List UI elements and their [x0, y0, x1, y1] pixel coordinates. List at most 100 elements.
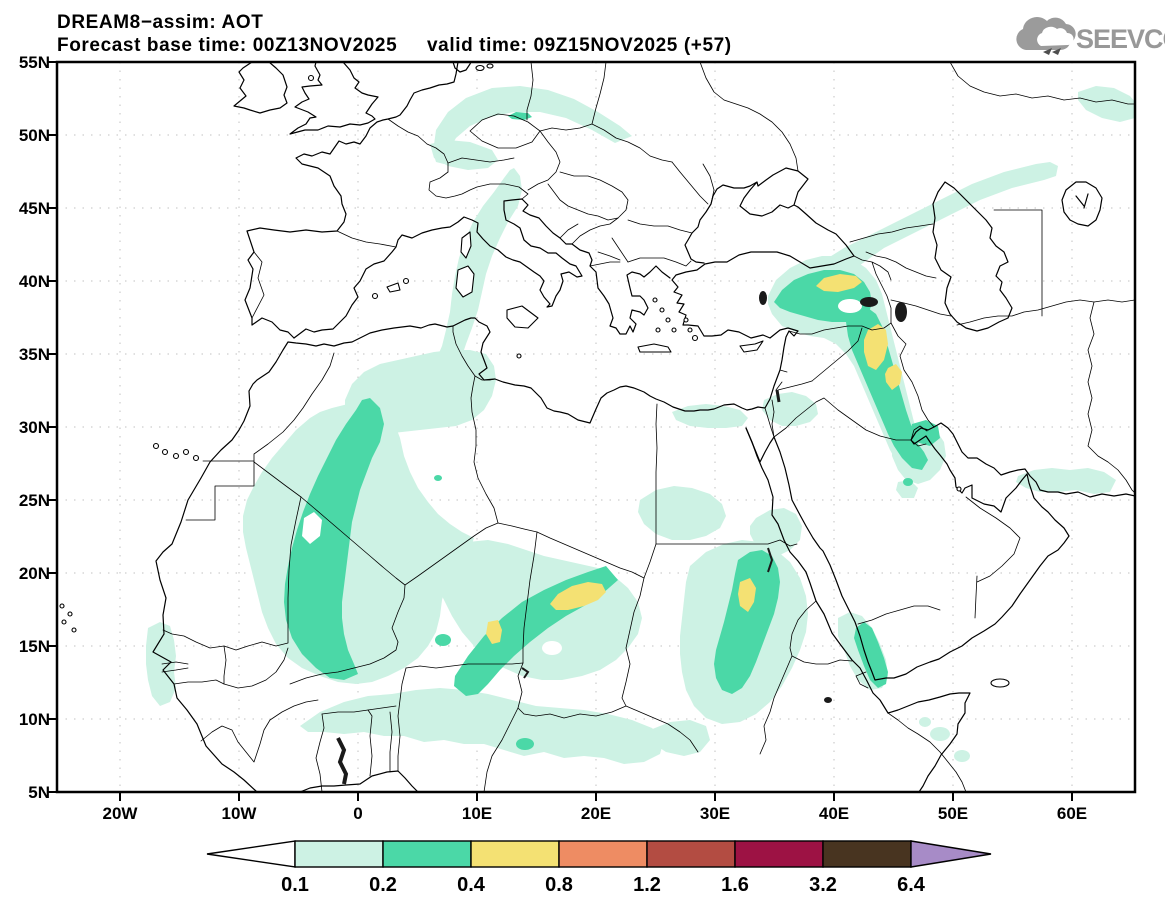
aot-fill-level-0.1 — [146, 86, 1134, 764]
aot-yellow-turkey — [816, 274, 862, 292]
colorbar-label: 3.2 — [809, 874, 837, 896]
lon-tick-label: 20W — [103, 804, 139, 823]
coast-africa-med-blacksea — [152, 167, 855, 792]
coast-iran-gulf — [933, 422, 1134, 498]
coast-arabia — [773, 426, 1070, 681]
logo-text: SEEVCCC — [1076, 24, 1165, 54]
coast-britain — [289, 63, 379, 135]
lakes-group — [336, 291, 907, 785]
aot-yellow-syria-iraq — [864, 324, 888, 370]
lat-tick-label: 50N — [19, 126, 50, 145]
country-borders — [161, 63, 1134, 792]
aot-yellow-sudan — [738, 578, 756, 612]
lake-chad — [521, 667, 530, 679]
aot-fill-senegal-coast — [146, 622, 176, 706]
colorbar-seg-1.2-1.6 — [646, 840, 736, 868]
lon-tick-label: 0 — [353, 804, 362, 823]
lat-tick-label: 55N — [19, 53, 50, 72]
coast-red-sea-africa-somalia — [745, 427, 971, 792]
lat-tick-label: 5N — [28, 783, 50, 802]
island-sardinia — [455, 265, 475, 298]
valid-time-label: valid time: 09Z15NOV2025 (+57) — [427, 35, 732, 56]
colorbar-arrow-above — [910, 840, 992, 868]
lake-nasser — [767, 547, 774, 573]
cloud-arrow-icon — [1016, 17, 1076, 55]
aot-teal-eritrea-strip — [854, 622, 888, 688]
dead-sea — [775, 389, 781, 403]
lat-tick-label: 15N — [19, 637, 50, 656]
coast-iberia-atlantic-europe — [244, 63, 459, 339]
colorbar-label: 0.8 — [545, 874, 573, 896]
coastlines — [152, 63, 1134, 792]
colorbar-label: 1.6 — [721, 874, 749, 896]
coast-ireland — [233, 63, 288, 114]
coast-sinai — [745, 427, 775, 463]
colorbar-seg-1.6-3.2 — [734, 840, 824, 868]
coast-denmark — [452, 63, 472, 73]
colorbar-labels: 0.1 0.2 0.4 0.8 1.2 1.6 3.2 6.4 — [281, 874, 926, 896]
lake-volta — [336, 737, 349, 785]
base-time-label: Forecast base time: 00Z13NOV2025 — [57, 35, 397, 56]
lon-axis-labels: 20W 10W 0 10E 20E 30E 40E 50E 60E — [103, 804, 1088, 823]
island-cyprus — [739, 340, 764, 353]
seevccc-logo: SEEVCCC — [1016, 17, 1165, 55]
colorbar-seg-0.4-0.8 — [470, 840, 560, 868]
coast-gulf-of-guinea — [299, 770, 419, 792]
lat-tick-label: 10N — [19, 710, 50, 729]
colorbar-seg-0.2-0.4 — [382, 840, 472, 868]
island-mallorca — [386, 282, 401, 293]
lon-tick-label: 10W — [222, 804, 258, 823]
aot-yellow-chad — [550, 582, 606, 610]
island-crete — [637, 343, 672, 353]
colorbar: 0.1 0.2 0.4 0.8 1.2 1.6 3.2 6.4 — [206, 840, 992, 896]
lat-tick-label: 20N — [19, 564, 50, 583]
lon-tick-label: 40E — [819, 804, 849, 823]
lake-urmia — [895, 302, 907, 322]
colorbar-seg-0.1-0.2 — [294, 840, 384, 868]
lon-tick-label: 50E — [938, 804, 968, 823]
colorbar-label: 0.1 — [281, 874, 309, 896]
island-corsica — [460, 231, 472, 259]
coast-mediterranean-europe — [293, 198, 671, 339]
aot-fill-egypt — [638, 486, 726, 540]
aot-fill-level-0.4 — [486, 274, 902, 644]
lake-van — [860, 297, 878, 307]
lat-tick-label: 40N — [19, 272, 50, 291]
colorbar-label: 0.2 — [369, 874, 397, 896]
aot-fill-europe-band — [433, 86, 632, 164]
lat-ticks — [48, 61, 57, 793]
colorbar-arrow-below — [206, 840, 296, 868]
island-socotra — [990, 678, 1010, 688]
graticule-grid — [57, 62, 1135, 792]
coast-aral-sea — [1061, 181, 1103, 227]
aot-teal-sudan-blob — [714, 550, 780, 694]
lon-tick-label: 60E — [1057, 804, 1087, 823]
lake-tana — [824, 697, 832, 703]
colorbar-seg-0.8-1.2 — [558, 840, 648, 868]
aot-fill-holes — [302, 299, 862, 655]
aot-contour-fills — [146, 86, 1134, 764]
aot-teal-mali-plume — [284, 398, 384, 680]
colorbar-label: 6.4 — [897, 874, 926, 896]
lon-ticks — [119, 792, 1073, 801]
lon-tick-label: 30E — [700, 804, 730, 823]
aot-fill-oman-coast — [1016, 468, 1116, 494]
colorbar-label: 1.2 — [633, 874, 661, 896]
lon-tick-label: 20E — [581, 804, 611, 823]
aot-fill-sahel-belt — [300, 688, 664, 764]
lat-tick-label: 30N — [19, 418, 50, 437]
lat-tick-label: 35N — [19, 345, 50, 364]
lat-tick-label: 25N — [19, 491, 50, 510]
islands-group — [59, 63, 1010, 688]
map-frame — [48, 60, 1137, 801]
colorbar-seg-3.2-6.4 — [822, 840, 912, 868]
island-sicily — [506, 305, 539, 329]
page-title: DREAM8−assim: AOT — [57, 12, 263, 33]
lat-tick-label: 45N — [19, 199, 50, 218]
lake-tuz — [759, 291, 767, 305]
lon-tick-label: 10E — [462, 804, 492, 823]
lat-axis-labels: 55N 50N 45N 40N 35N 30N 25N 20N 15N 10N … — [19, 53, 50, 802]
colorbar-label: 0.4 — [457, 874, 486, 896]
